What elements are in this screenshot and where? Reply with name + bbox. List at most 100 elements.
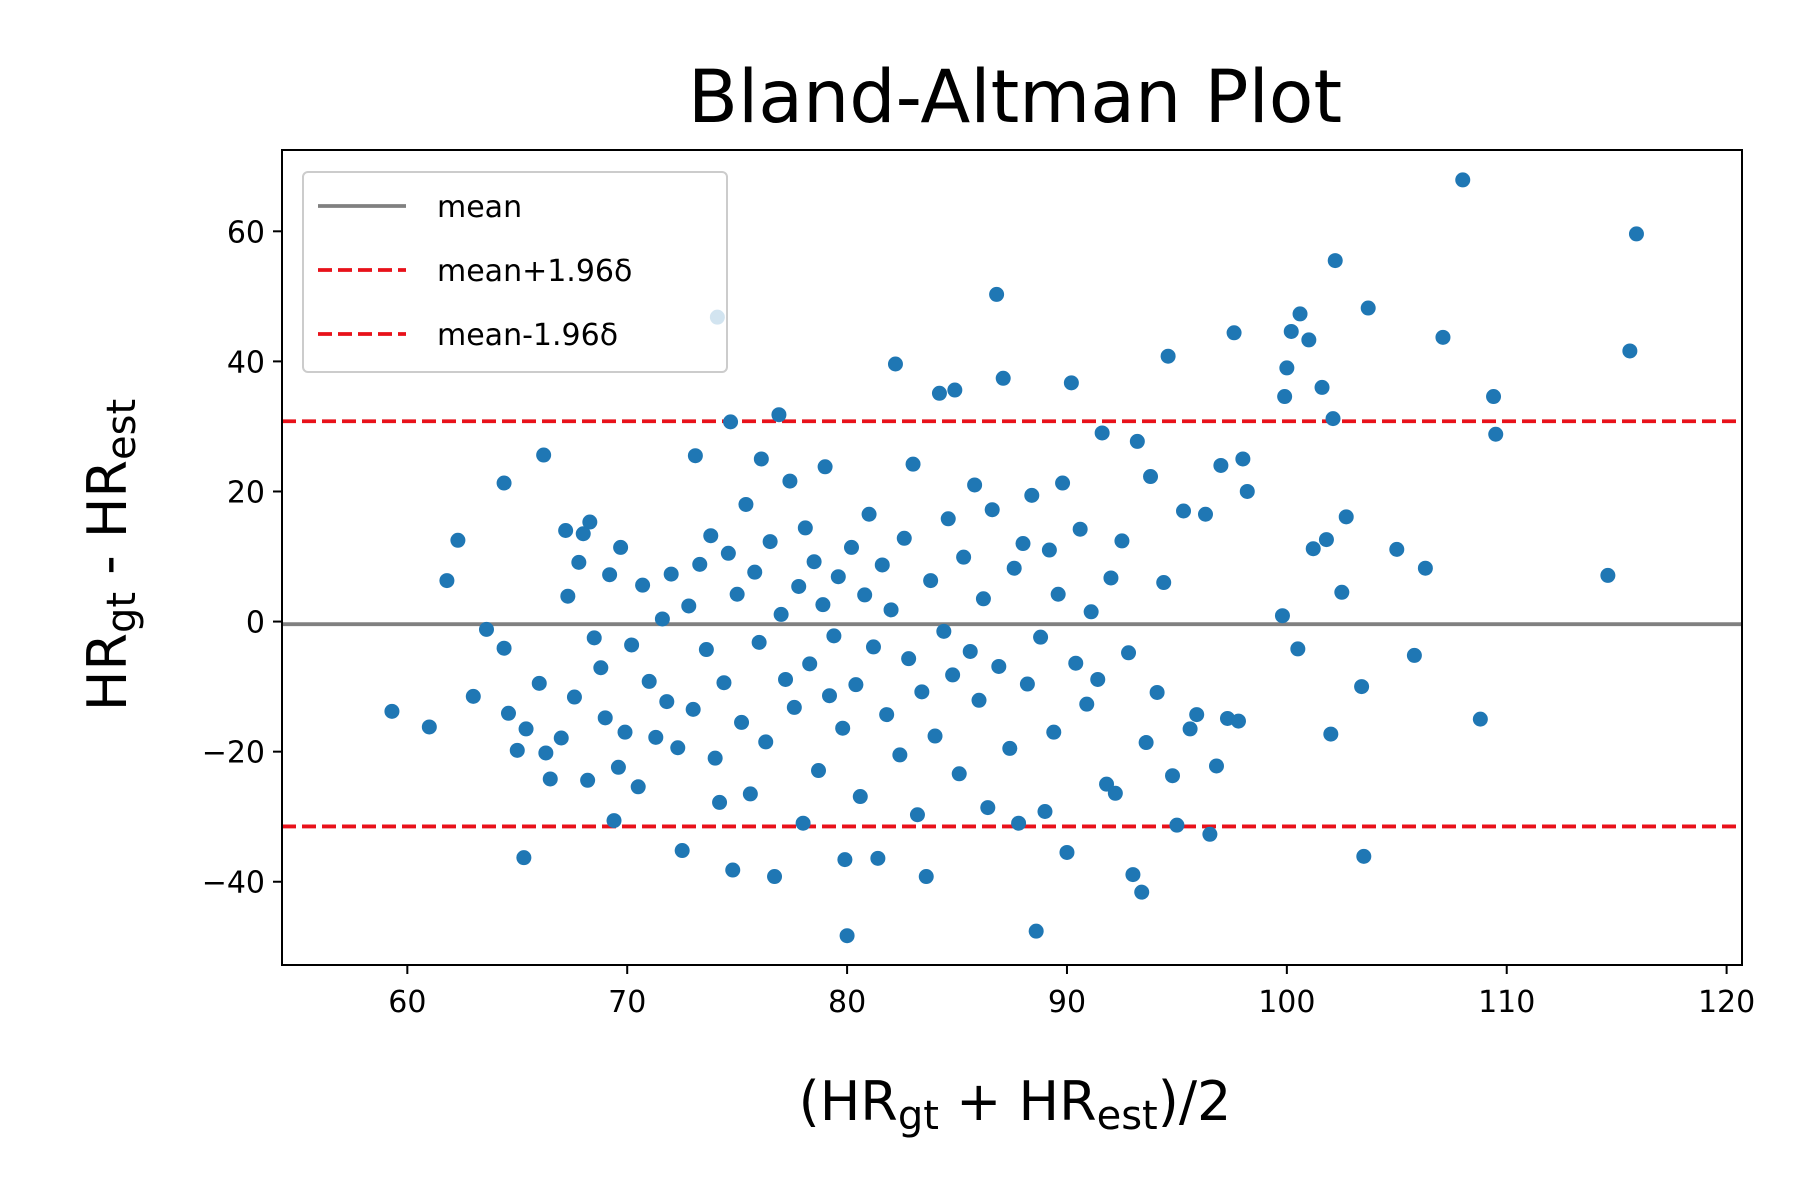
data-point xyxy=(1277,389,1293,405)
legend-box xyxy=(302,171,728,373)
y-tick-label: 20 xyxy=(227,475,265,510)
data-point xyxy=(1143,469,1159,485)
data-point xyxy=(742,786,758,802)
data-point xyxy=(571,554,587,570)
data-point xyxy=(1129,433,1145,449)
y-tick-label: −40 xyxy=(202,866,265,901)
data-point xyxy=(1292,306,1308,322)
data-point xyxy=(1050,586,1066,602)
data-point xyxy=(865,639,881,655)
data-point xyxy=(1149,684,1165,700)
data-point xyxy=(1019,676,1035,692)
data-point xyxy=(720,545,736,561)
data-point xyxy=(1046,724,1062,740)
data-point xyxy=(716,675,732,691)
data-point xyxy=(857,587,873,603)
data-point xyxy=(450,532,466,548)
x-axis-title: (HRgt + HRest)/2 xyxy=(799,1070,1232,1139)
data-point xyxy=(914,684,930,700)
legend-label: mean xyxy=(437,190,522,225)
data-point xyxy=(747,564,763,580)
data-point xyxy=(478,621,494,637)
data-point xyxy=(1125,867,1141,883)
y-tick-label: 0 xyxy=(246,606,265,641)
data-point xyxy=(905,456,921,472)
data-point xyxy=(1114,533,1130,549)
data-point xyxy=(648,729,664,745)
data-point xyxy=(1033,629,1049,645)
data-point xyxy=(582,514,598,530)
data-point xyxy=(729,586,745,602)
data-point xyxy=(681,598,697,614)
data-point xyxy=(782,473,798,489)
data-point xyxy=(1600,567,1616,583)
data-point xyxy=(707,750,723,766)
data-point xyxy=(580,772,596,788)
data-point xyxy=(1290,641,1306,657)
data-point xyxy=(1169,817,1185,833)
data-point xyxy=(1011,815,1027,831)
data-point xyxy=(560,588,576,604)
data-point xyxy=(918,869,934,885)
data-point xyxy=(861,506,877,522)
data-point xyxy=(802,656,818,672)
data-point xyxy=(1134,884,1150,900)
data-point xyxy=(1472,711,1488,727)
data-point xyxy=(956,549,972,565)
data-point xyxy=(1208,758,1224,774)
data-point xyxy=(518,721,534,737)
data-point xyxy=(995,370,1011,386)
data-point xyxy=(892,747,908,763)
data-point xyxy=(874,557,890,573)
data-point xyxy=(1435,329,1451,345)
x-axis-title-part: + HR xyxy=(939,1070,1097,1133)
axes-frame xyxy=(281,149,1743,966)
data-point xyxy=(896,530,912,546)
data-point xyxy=(1176,503,1192,519)
data-point xyxy=(1235,451,1251,467)
data-point xyxy=(879,707,895,723)
data-point xyxy=(771,407,787,423)
data-point xyxy=(1002,740,1018,756)
data-point xyxy=(980,800,996,816)
data-point xyxy=(712,794,728,810)
data-point xyxy=(947,382,963,398)
data-point xyxy=(778,671,794,687)
data-point xyxy=(1138,735,1154,751)
data-point xyxy=(1041,542,1057,558)
y-tick-label: 60 xyxy=(227,215,265,250)
y-axis-title: HRgt - HRest xyxy=(76,399,145,711)
data-point xyxy=(931,385,947,401)
data-point xyxy=(901,651,917,667)
data-point xyxy=(967,477,983,493)
x-tick-label: 120 xyxy=(1698,985,1755,1020)
data-point xyxy=(654,611,670,627)
data-point xyxy=(758,734,774,750)
data-point xyxy=(975,591,991,607)
x-tick-label: 80 xyxy=(828,985,866,1020)
data-point xyxy=(848,677,864,693)
plot-area: 60 70 80 90 100 110 120 −40 −20 0 20 40 60 mean mean+1… xyxy=(202,149,1755,1020)
data-point xyxy=(586,630,602,646)
data-point xyxy=(1083,604,1099,620)
data-point xyxy=(1334,584,1350,600)
data-point xyxy=(786,699,802,715)
data-point xyxy=(500,705,516,721)
data-point xyxy=(991,658,1007,674)
data-point xyxy=(1160,348,1176,364)
data-point xyxy=(1015,536,1031,552)
y-axis-title-subscript: est xyxy=(99,399,145,460)
data-point xyxy=(496,475,512,491)
data-point xyxy=(692,556,708,572)
x-tick-label: 100 xyxy=(1258,985,1315,1020)
data-point xyxy=(1274,608,1290,624)
data-point xyxy=(1226,325,1242,341)
data-point xyxy=(1417,560,1433,576)
data-point xyxy=(1486,389,1502,405)
data-point xyxy=(606,813,622,829)
y-tick-label: −20 xyxy=(202,736,265,771)
data-point xyxy=(624,637,640,653)
data-point xyxy=(597,710,613,726)
y-axis-title-subscript: gt xyxy=(99,592,145,633)
data-point xyxy=(1314,379,1330,395)
